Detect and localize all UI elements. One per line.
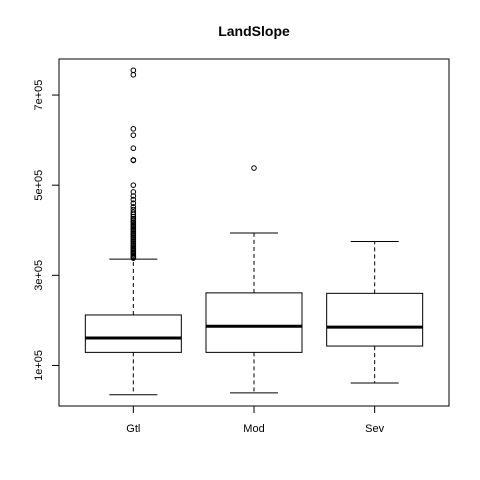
iqr-box xyxy=(84,314,182,353)
boxes-group xyxy=(84,67,424,396)
y-tick-label: 1e+05 xyxy=(33,350,45,381)
y-tick-label: 7e+05 xyxy=(33,80,45,111)
outlier-point xyxy=(130,204,137,210)
box-sev xyxy=(326,241,424,384)
x-tick-label: Gtl xyxy=(126,423,140,435)
box-gtl xyxy=(84,67,182,396)
outlier-point xyxy=(130,145,137,152)
chart-title: LandSlope xyxy=(218,23,290,39)
outlier-point xyxy=(251,165,257,171)
outlier-point xyxy=(130,200,137,207)
outlier-point xyxy=(130,67,137,74)
outlier-point xyxy=(130,193,137,199)
box-mod xyxy=(205,165,303,394)
outlier-point xyxy=(130,206,137,213)
outlier-point xyxy=(130,157,137,163)
outlier-point xyxy=(130,71,137,78)
outlier-point xyxy=(130,196,137,203)
x-tick-label: Mod xyxy=(243,423,264,435)
outlier-point xyxy=(130,126,137,132)
outlier-point xyxy=(130,182,137,188)
outlier-point xyxy=(130,209,137,216)
x-tick-label: Sev xyxy=(365,423,384,435)
y-tick-label: 5e+05 xyxy=(33,170,45,201)
y-axis: 1e+05 3e+05 5e+05 7e+05 xyxy=(33,80,60,381)
iqr-box xyxy=(205,292,303,353)
iqr-box xyxy=(326,292,424,347)
outlier-point xyxy=(130,215,137,222)
outlier-point xyxy=(130,132,137,138)
y-tick-label: 3e+05 xyxy=(33,260,45,291)
outlier-point xyxy=(130,189,137,195)
x-axis: Gtl Mod Sev xyxy=(126,405,385,435)
